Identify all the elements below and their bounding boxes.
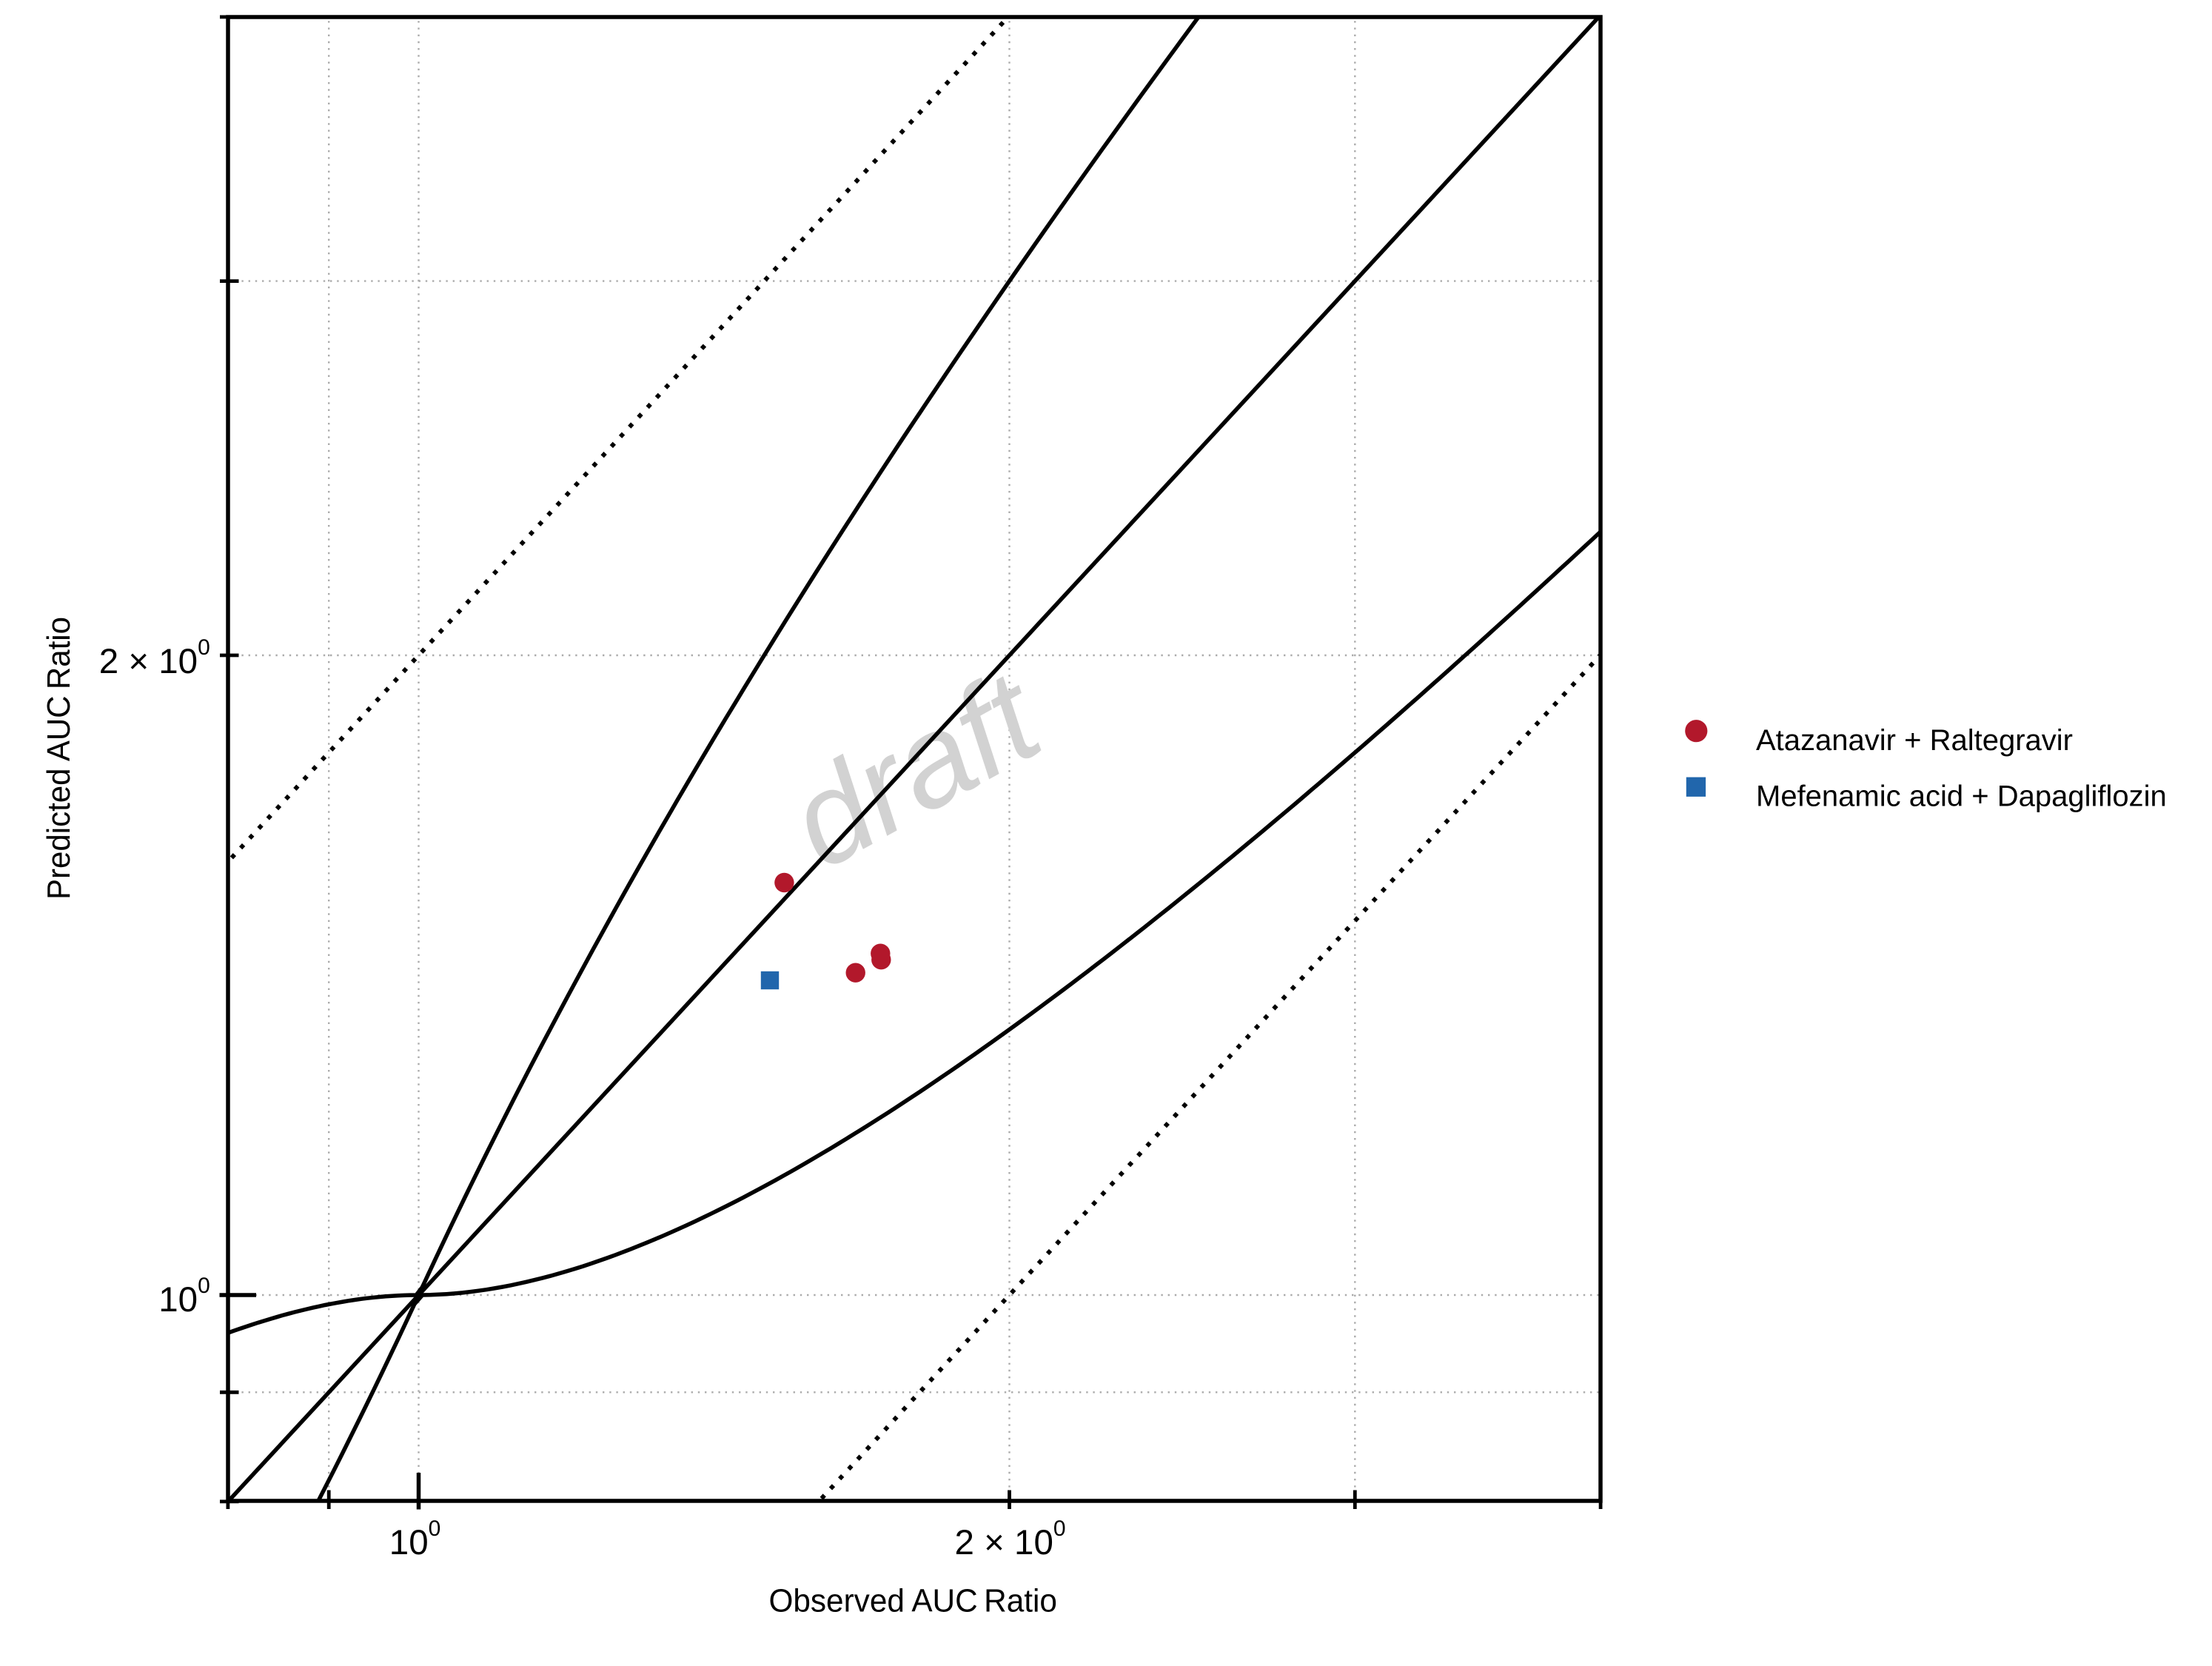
svg-text:100: 100 [158,1274,210,1319]
svg-text:Atazanavir + Raltegravir: Atazanavir + Raltegravir [1756,724,2073,757]
svg-text:100: 100 [389,1516,441,1562]
svg-text:draft: draft [766,642,1066,896]
svg-text:2 × 100: 2 × 100 [99,635,210,681]
svg-text:Mefenamic acid + Dapagliflozin: Mefenamic acid + Dapagliflozin [1756,780,2167,813]
svg-text:2 × 100: 2 × 100 [955,1516,1066,1562]
svg-text:Predicted AUC Ratio: Predicted AUC Ratio [41,617,77,900]
svg-text:Observed AUC Ratio: Observed AUC Ratio [768,1582,1057,1619]
